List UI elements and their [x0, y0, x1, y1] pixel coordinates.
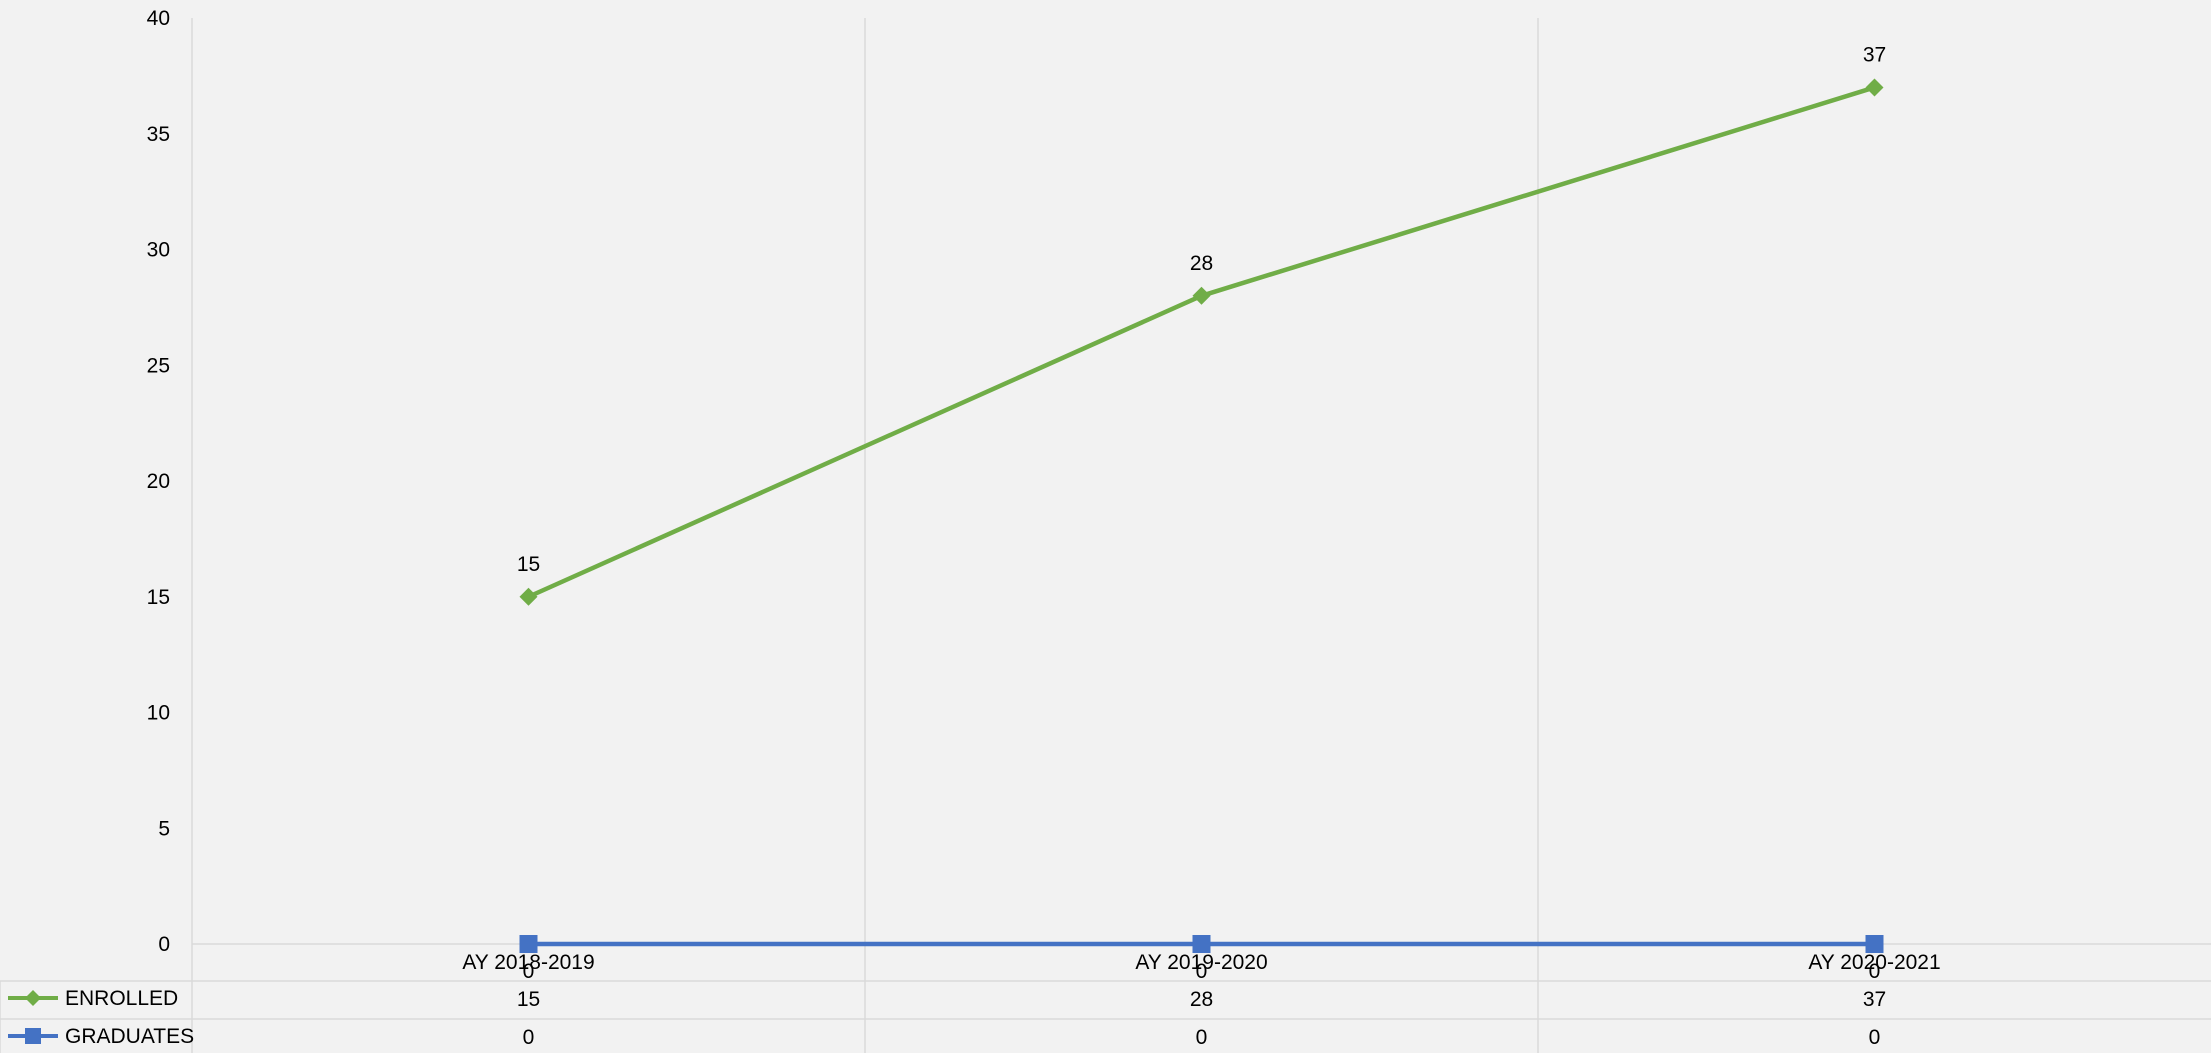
data-point-square	[519, 935, 538, 953]
y-tick-label: 35	[147, 123, 170, 146]
data-table: AY 2018-2019 AY 2019-2020 AY 2020-2021 ENRO…	[0, 951, 2211, 1053]
data-label: 0	[1196, 960, 1208, 983]
category-label: AY 2020-2021	[1808, 951, 1940, 974]
gridlines	[191, 18, 2211, 1053]
y-tick-label: 15	[147, 586, 170, 609]
data-point-diamond	[519, 587, 538, 606]
data-label: 0	[1869, 960, 1881, 983]
table-cell: 28	[1190, 988, 1213, 1011]
y-tick-label: 0	[158, 933, 170, 956]
data-point-diamond	[1865, 78, 1884, 97]
legend-key-diamond	[25, 990, 41, 1006]
legend-key-square	[25, 1028, 41, 1044]
category-label: AY 2018-2019	[462, 951, 594, 974]
series-layer	[519, 78, 1884, 953]
table-cell: 0	[1869, 1026, 1881, 1049]
data-point-square	[1865, 935, 1884, 953]
data-label: 28	[1190, 252, 1213, 275]
y-tick-label: 40	[147, 7, 170, 30]
table-cell: 0	[1196, 1026, 1208, 1049]
table-cell: 37	[1863, 988, 1886, 1011]
data-point-square	[1192, 935, 1211, 953]
legend-label: GRADUATES	[65, 1025, 194, 1048]
y-tick-label: 30	[147, 239, 170, 262]
y-tick-label: 10	[147, 702, 170, 725]
table-cell: 15	[517, 988, 540, 1011]
series-line	[527, 85, 1876, 599]
y-tick-label: 25	[147, 354, 170, 377]
data-point-diamond	[1192, 286, 1211, 305]
category-label: AY 2019-2020	[1135, 951, 1267, 974]
y-tick-label: 20	[147, 470, 170, 493]
data-labels: 15 28 37 0 0 0	[517, 43, 1886, 983]
y-axis: 0 5 10 15 20 25 30 35 40	[147, 7, 170, 956]
y-tick-label: 5	[158, 817, 170, 840]
data-label: 0	[523, 960, 535, 983]
table-cell: 0	[523, 1026, 535, 1049]
data-label: 15	[517, 553, 540, 576]
legend-label: ENROLLED	[65, 987, 178, 1010]
data-label: 37	[1863, 43, 1886, 66]
